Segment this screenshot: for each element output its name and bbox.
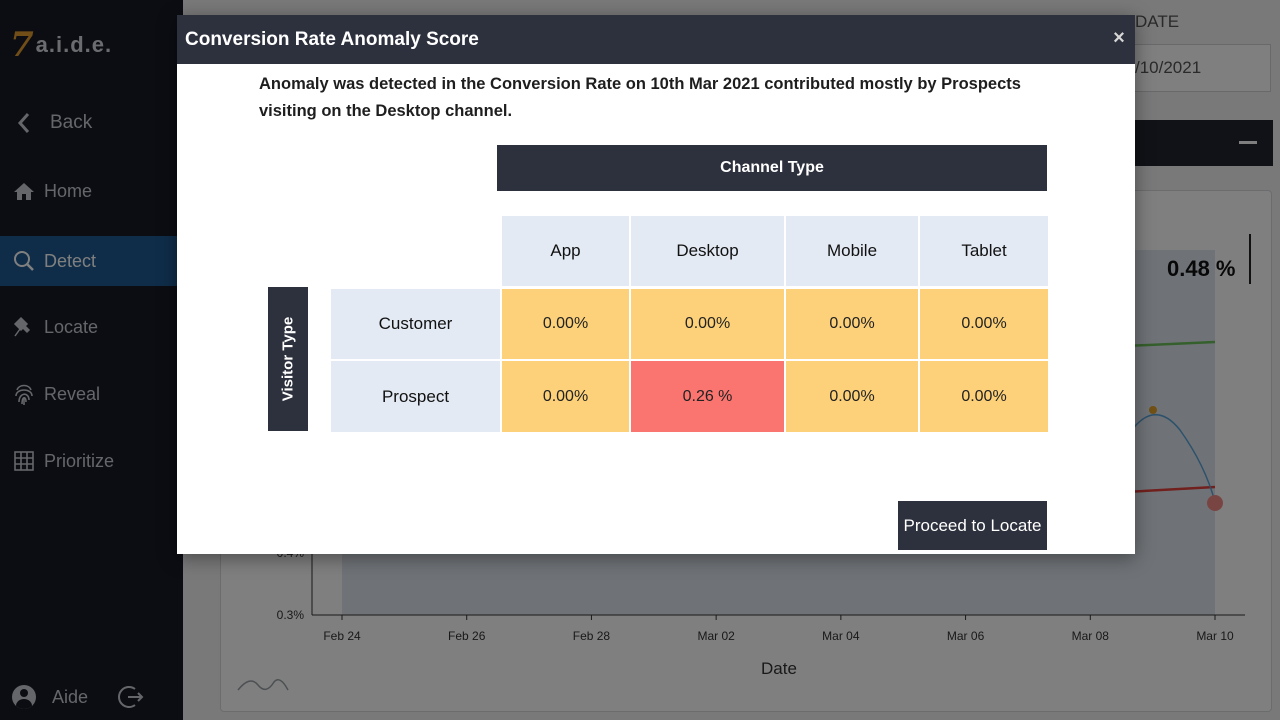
score-cell[interactable]: 0.00% bbox=[631, 289, 784, 359]
close-icon[interactable]: × bbox=[1113, 27, 1125, 49]
row-header-customer: Customer bbox=[331, 289, 500, 359]
score-cell[interactable]: 0.00% bbox=[786, 361, 918, 432]
anomaly-message: Anomaly was detected in the Conversion R… bbox=[259, 75, 1021, 120]
column-header-desktop: Desktop bbox=[631, 216, 784, 286]
score-cell[interactable]: 0.00% bbox=[920, 289, 1048, 359]
anomaly-score-cell[interactable]: 0.26 % bbox=[631, 361, 784, 432]
score-cell[interactable]: 0.00% bbox=[502, 361, 629, 432]
modal-title: Conversion Rate Anomaly Score bbox=[185, 28, 479, 50]
proceed-to-locate-button[interactable]: Proceed to Locate bbox=[898, 501, 1047, 550]
visitor-type-header: Visitor Type bbox=[268, 287, 308, 431]
modal-header: Conversion Rate Anomaly Score × bbox=[177, 15, 1135, 64]
channel-type-label: Channel Type bbox=[720, 159, 824, 176]
score-cell[interactable]: 0.00% bbox=[786, 289, 918, 359]
score-cell[interactable]: 0.00% bbox=[920, 361, 1048, 432]
score-cell[interactable]: 0.00% bbox=[502, 289, 629, 359]
channel-type-header: Channel Type bbox=[497, 145, 1047, 191]
column-header-mobile: Mobile bbox=[786, 216, 918, 286]
column-header-tablet: Tablet bbox=[920, 216, 1048, 286]
row-header-prospect: Prospect bbox=[331, 361, 500, 432]
column-header-app: App bbox=[502, 216, 629, 286]
anomaly-score-modal: Conversion Rate Anomaly Score × Anomaly … bbox=[177, 15, 1135, 554]
visitor-type-label: Visitor Type bbox=[279, 316, 297, 402]
